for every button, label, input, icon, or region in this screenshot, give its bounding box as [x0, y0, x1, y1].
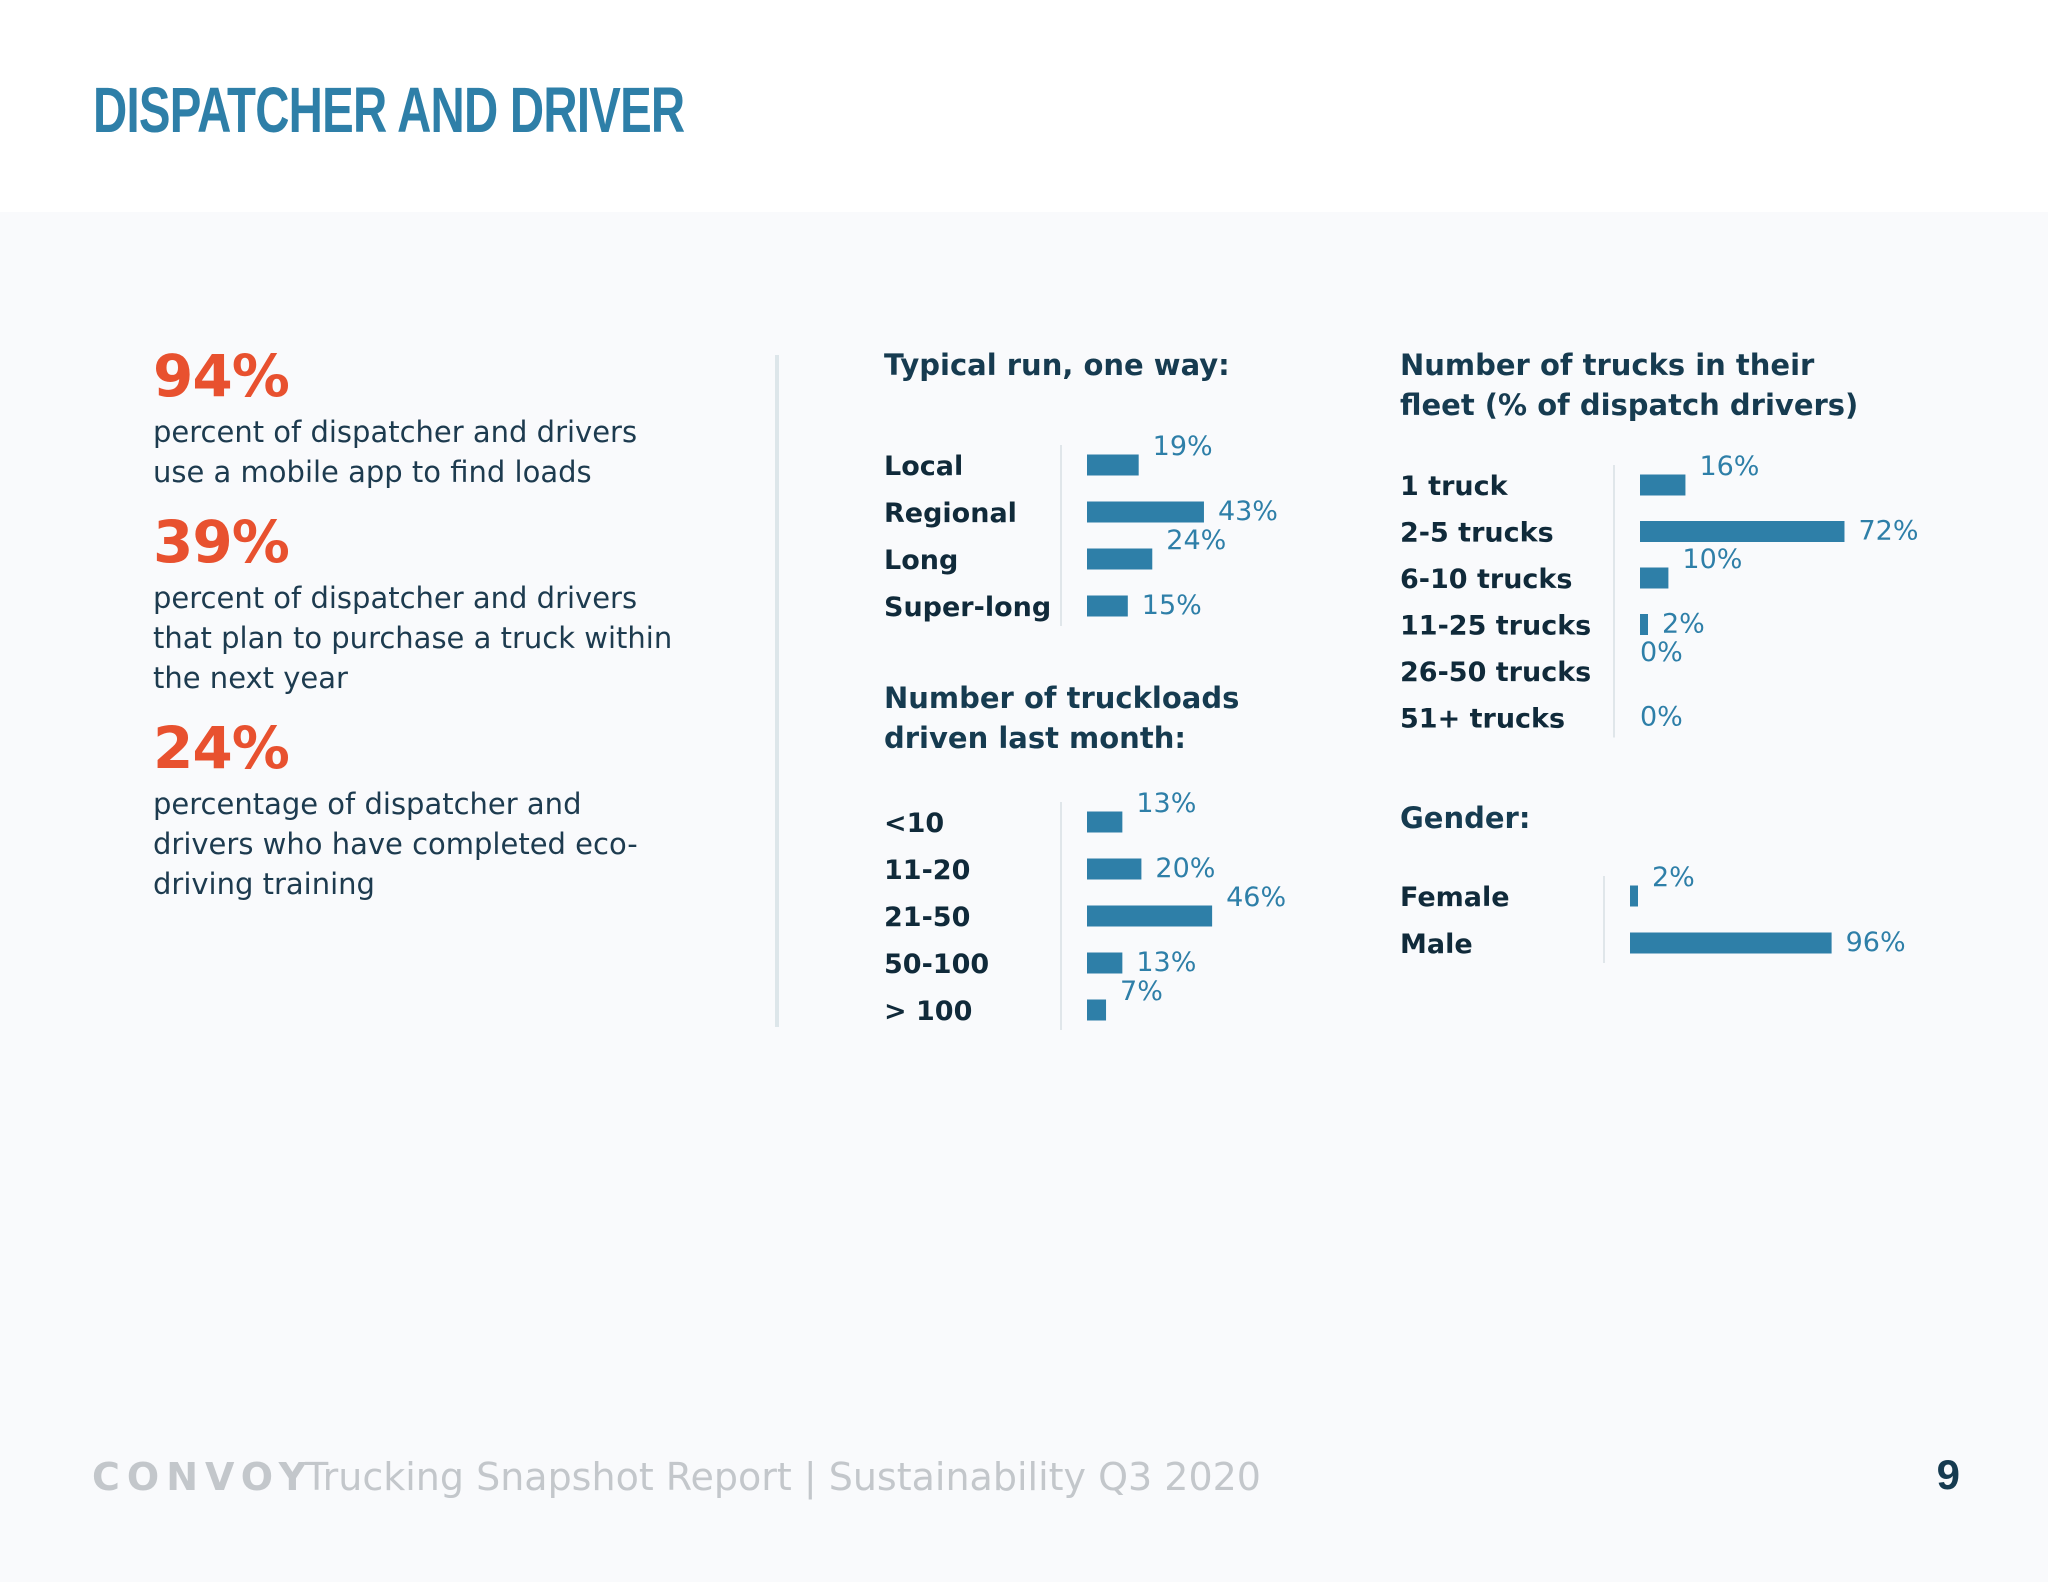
- chart-title: Number of trucks in their fleet (% of di…: [1400, 348, 1859, 422]
- category-label: 6-10 trucks: [1400, 564, 1572, 595]
- value-label: 0%: [1640, 702, 1683, 733]
- bar: [1630, 932, 1832, 954]
- chart-truckloads: Number of truckloads driven last month: …: [884, 678, 1384, 1038]
- value-label: 43%: [1218, 496, 1278, 527]
- chart-gender-plot: Female 2% Male 96%: [1400, 862, 1906, 963]
- column-divider: [775, 355, 779, 1027]
- value-label: 2%: [1662, 609, 1705, 640]
- bar: [1087, 454, 1139, 476]
- page-number: 9: [1936, 1451, 1960, 1498]
- category-label: <10: [884, 808, 944, 839]
- page-header: DISPATCHER AND DRIVER: [0, 0, 2048, 212]
- stat-description: percent of dispatcher and drivers that p…: [153, 581, 673, 695]
- bar: [1640, 567, 1669, 589]
- value-label: 24%: [1166, 525, 1226, 556]
- category-label: 26-50 trucks: [1400, 657, 1591, 688]
- category-label: 2-5 trucks: [1400, 518, 1554, 549]
- category-label: 51+ trucks: [1400, 704, 1565, 735]
- value-label: 46%: [1226, 882, 1286, 913]
- chart-typical-run-plot: Local 19% Regional 43% Long 24% Super-long 15%: [884, 431, 1278, 626]
- chart-title: Typical run, one way:: [884, 348, 1230, 382]
- bar: [1640, 521, 1845, 542]
- category-label: > 100: [884, 996, 972, 1027]
- value-label: 16%: [1699, 451, 1759, 482]
- bar: [1087, 811, 1123, 833]
- category-label: 21-50: [884, 902, 970, 933]
- stat-value: 24%: [153, 714, 290, 782]
- category-label: Female: [1400, 882, 1510, 913]
- chart-fleet-size: Number of trucks in their fleet (% of di…: [1400, 345, 1960, 745]
- category-label: Long: [884, 545, 958, 576]
- category-label: 1 truck: [1400, 471, 1509, 502]
- bar: [1087, 952, 1123, 974]
- stat-eco-driving: 24% percentage of dispatcher and drivers…: [153, 712, 693, 904]
- value-label: 13%: [1136, 788, 1196, 819]
- value-label: 2%: [1652, 862, 1695, 893]
- bar: [1640, 614, 1648, 635]
- chart-title: Gender:: [1400, 801, 1531, 835]
- bar: [1087, 501, 1204, 523]
- value-label: 20%: [1155, 853, 1215, 884]
- bar: [1087, 548, 1153, 570]
- value-label: 10%: [1682, 544, 1742, 575]
- chart-typical-run: Typical run, one way: Local 19% Regional 43…: [884, 345, 1384, 626]
- category-label: Super-long: [884, 592, 1051, 623]
- report-title: Trucking Snapshot Report | Sustainabilit…: [305, 1455, 1261, 1499]
- value-label: 72%: [1858, 516, 1918, 547]
- value-label: 96%: [1846, 927, 1906, 958]
- value-label: 13%: [1136, 947, 1196, 978]
- stat-value: 94%: [153, 342, 290, 410]
- page-title: DISPATCHER AND DRIVER: [93, 74, 685, 146]
- stat-description: percent of dispatcher and drivers use a …: [153, 415, 638, 489]
- category-label: Regional: [884, 498, 1017, 529]
- chart-title: Number of truckloads driven last month:: [884, 681, 1240, 755]
- bar: [1630, 885, 1638, 907]
- stat-truck-purchase: 39% percent of dispatcher and drivers th…: [153, 506, 693, 698]
- category-label: 50-100: [884, 949, 989, 980]
- bar: [1640, 474, 1686, 496]
- bar: [1087, 999, 1107, 1021]
- category-label: Male: [1400, 929, 1473, 960]
- stat-description: percentage of dispatcher and drivers who…: [153, 787, 638, 901]
- chart-truckloads-plot: <10 13% 11-20 20% 21-50 46% 50-100 13% > 100 7%: [884, 788, 1286, 1030]
- stat-value: 39%: [153, 508, 290, 576]
- value-label: 7%: [1120, 976, 1163, 1007]
- chart-gender: Gender: Female 2% Male 96%: [1400, 798, 1960, 988]
- category-label: Local: [884, 451, 963, 482]
- convoy-logo: CONVOY: [92, 1455, 314, 1499]
- key-stats: 94% percent of dispatcher and drivers us…: [153, 340, 693, 918]
- bar: [1087, 858, 1142, 880]
- category-label: 11-25 trucks: [1400, 611, 1591, 642]
- stat-mobile-app: 94% percent of dispatcher and drivers us…: [153, 340, 693, 492]
- value-label: 0%: [1640, 637, 1683, 668]
- bar: [1087, 595, 1128, 617]
- category-label: 11-20: [884, 855, 970, 886]
- bar: [1087, 905, 1213, 927]
- value-label: 15%: [1142, 590, 1202, 621]
- chart-fleet-size-plot: 1 truck 16% 2-5 trucks 72% 6-10 trucks 10% 11-…: [1400, 451, 1918, 738]
- value-label: 19%: [1153, 431, 1213, 462]
